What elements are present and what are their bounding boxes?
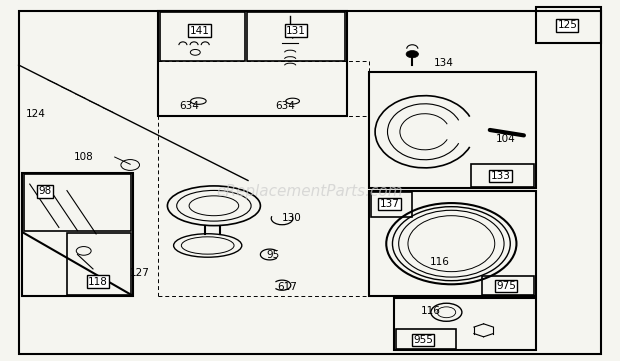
Text: 108: 108 [74,152,94,162]
Text: 975: 975 [496,281,516,291]
Bar [160,12,245,61]
Bar [67,233,131,295]
Bar [369,191,536,296]
Text: 130: 130 [281,213,301,223]
Text: eReplacementParts.com: eReplacementParts.com [216,184,404,199]
Bar [247,12,345,61]
Bar [158,11,347,116]
Bar [536,7,601,43]
Text: 116: 116 [421,306,441,316]
Bar [396,329,456,349]
Text: 617: 617 [277,282,297,292]
Text: 955: 955 [413,335,433,345]
Text: 95: 95 [266,249,280,260]
Text: 116: 116 [430,257,450,267]
Text: 124: 124 [25,109,45,119]
Bar [482,276,534,295]
Text: 634: 634 [275,101,295,112]
Circle shape [406,51,419,58]
Text: 634: 634 [179,101,199,112]
Text: 134: 134 [433,58,453,68]
Bar [369,72,536,188]
Text: 125: 125 [557,20,577,30]
Bar [24,174,131,231]
Bar [22,173,133,296]
Bar [371,192,412,217]
Bar [394,298,536,350]
Text: 137: 137 [379,199,399,209]
Text: 133: 133 [490,171,510,181]
Text: 118: 118 [88,277,108,287]
Text: 104: 104 [495,134,515,144]
Text: 141: 141 [190,26,210,36]
Bar [471,164,534,187]
Text: 127: 127 [130,268,149,278]
Text: 98: 98 [38,186,51,196]
Text: 131: 131 [286,26,306,36]
